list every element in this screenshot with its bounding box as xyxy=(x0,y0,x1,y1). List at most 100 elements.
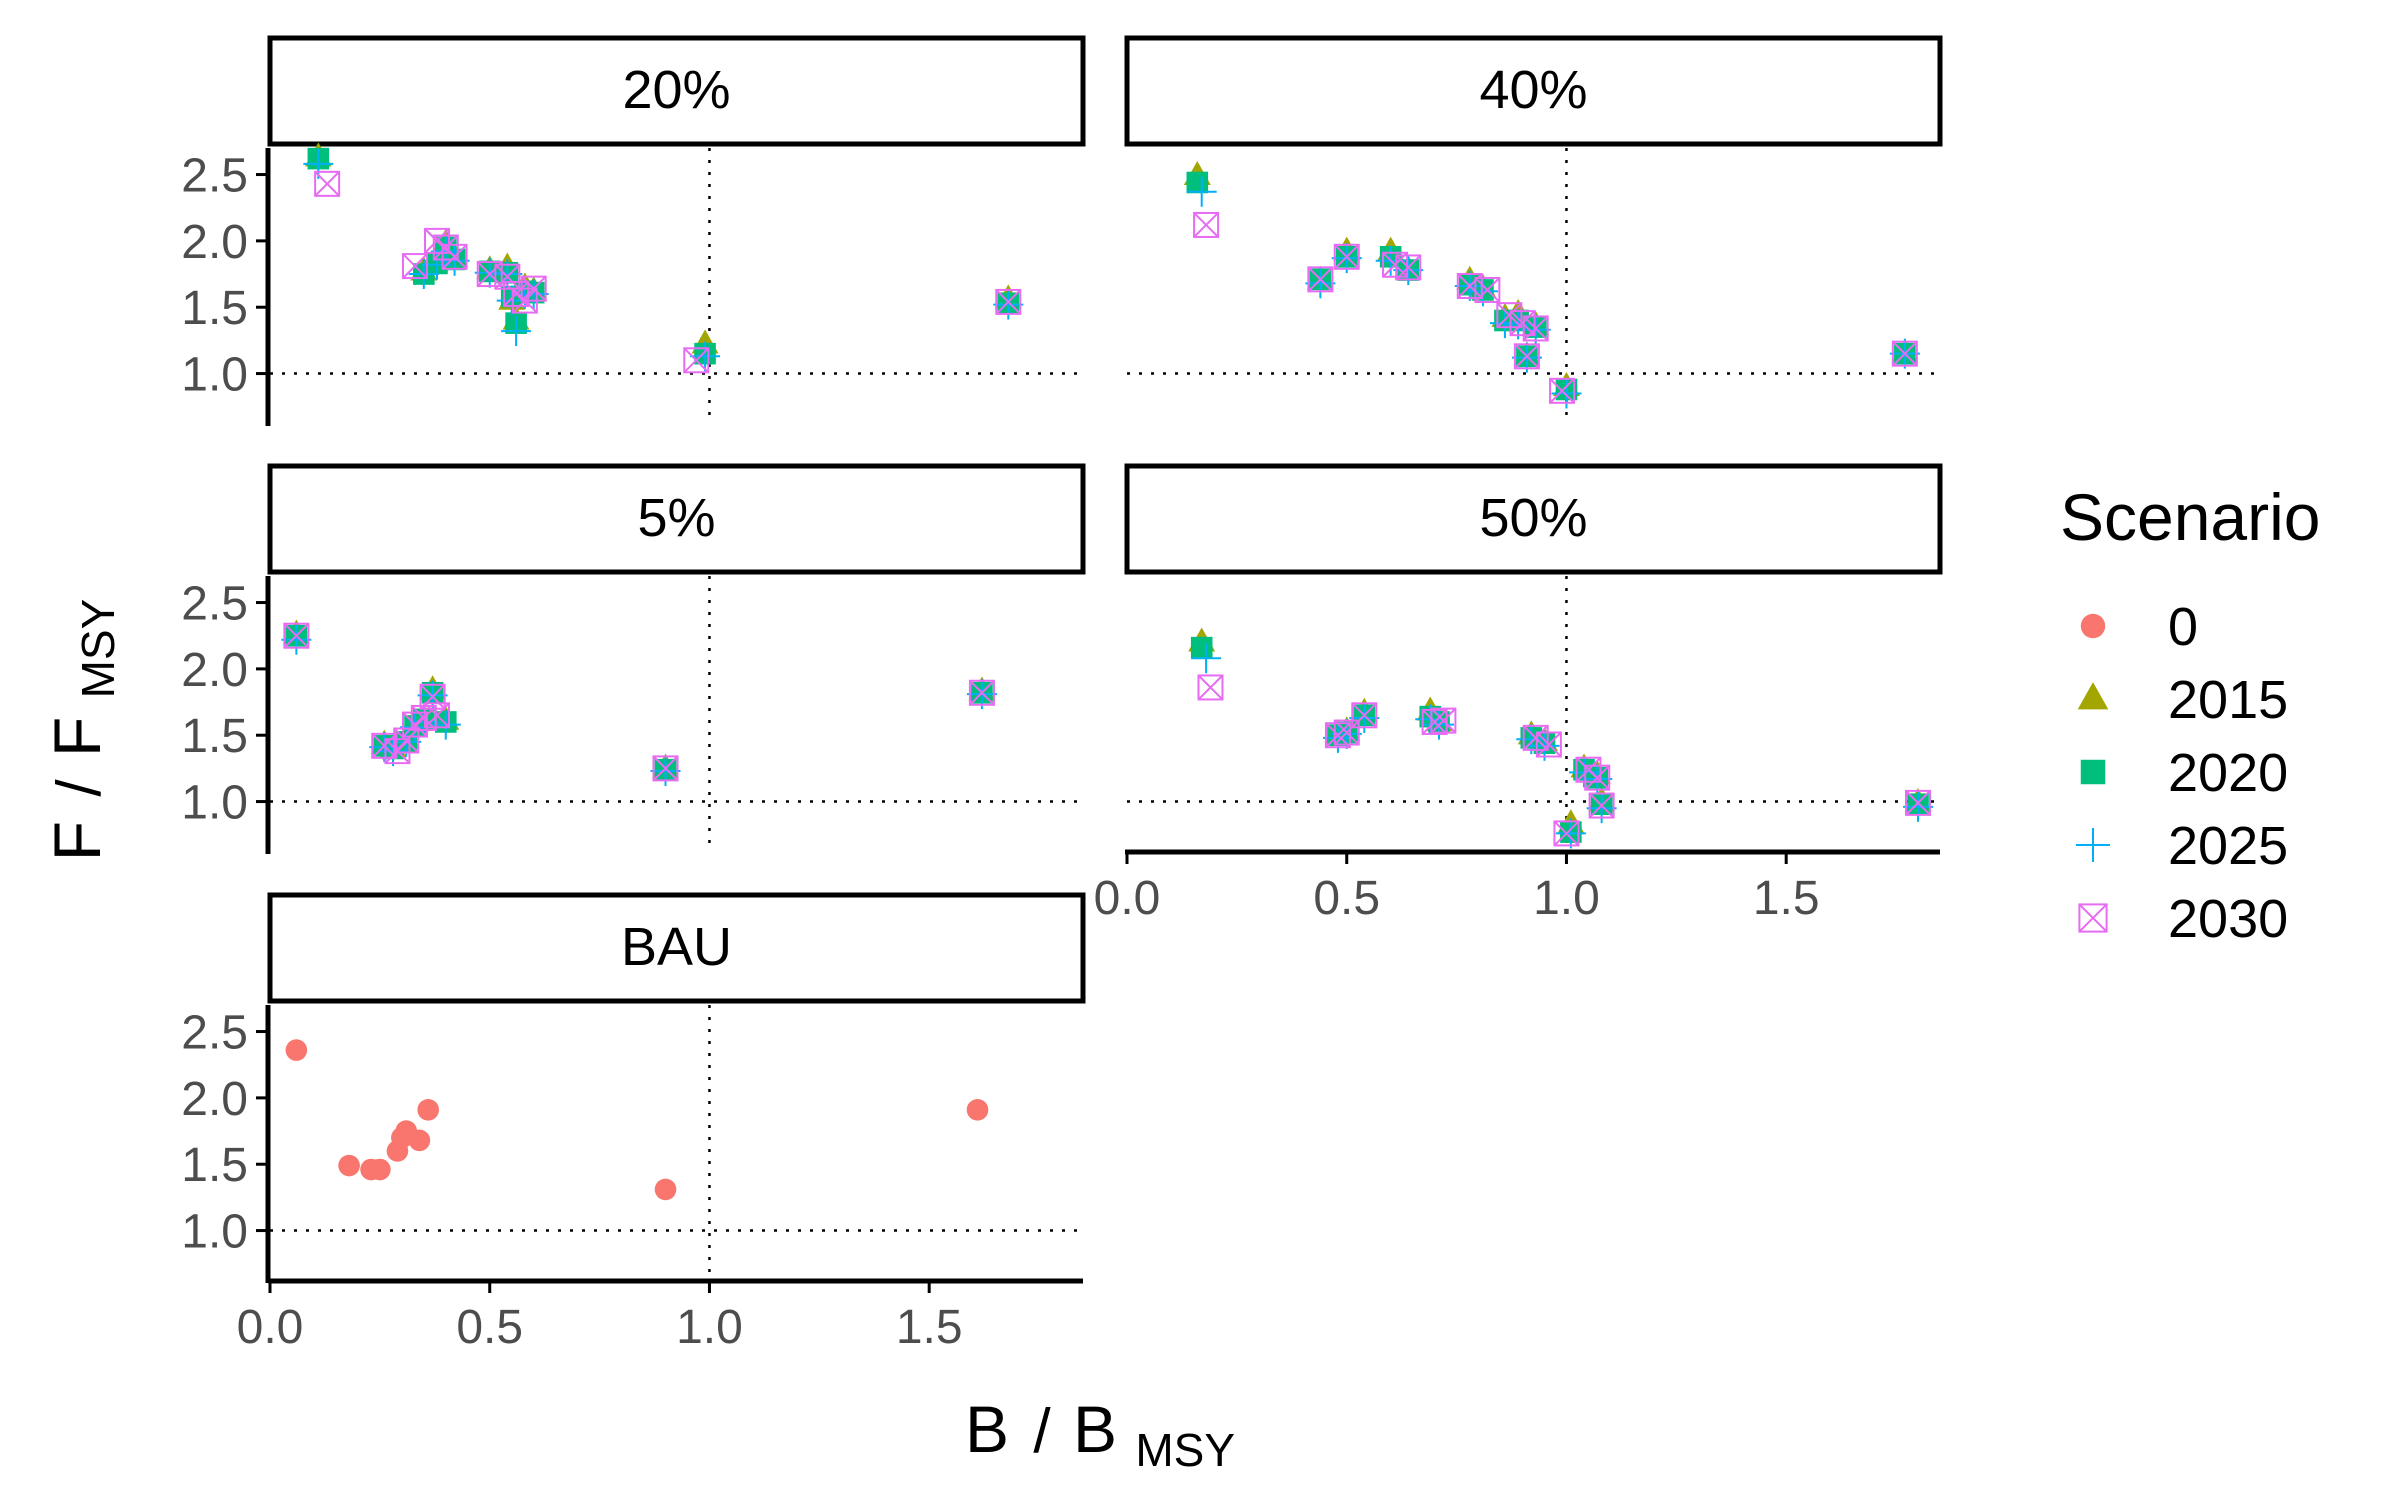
data-point-2020 xyxy=(1190,636,1213,659)
legend-label: 2030 xyxy=(2168,889,2288,949)
panel-strip-label: 50% xyxy=(1479,488,1587,548)
data-point-2030 xyxy=(1891,340,1918,367)
data-point-2030 xyxy=(683,347,710,374)
data-point-2030-box xyxy=(423,227,450,254)
y-tick-label: 1.5 xyxy=(181,1139,248,1192)
data-point-2030 xyxy=(1535,731,1562,758)
panels-layer: 20% 1.0 1.5 2.0 2.5 40% 5% 1.0 1.5 2.0 2.5 50% 0.0 0.… xyxy=(181,35,1943,1354)
data-point-2030-box xyxy=(1307,266,1334,293)
legend-entry-2025: 2025 xyxy=(2076,816,2288,876)
data-point-2030-d2 xyxy=(314,171,340,197)
legend: Scenario 0 2015 2020 2025 2030 xyxy=(2060,480,2321,949)
data-point-2030-d2 xyxy=(1496,302,1523,328)
data-point-2030-d2 xyxy=(652,755,679,782)
data-point-2030-d2 xyxy=(283,623,310,649)
data-point-2030-box xyxy=(494,263,521,290)
legend-entry-2015: 2015 xyxy=(2077,670,2288,730)
panel-strip xyxy=(267,892,1086,1004)
data-point-2020 xyxy=(1186,171,1209,194)
y-tick-label: 1.0 xyxy=(181,1206,248,1259)
data-point-2030-box xyxy=(1553,820,1580,847)
x-axis-title-denominator: B xyxy=(1073,1392,1117,1466)
data-point-2030-box xyxy=(1421,708,1448,735)
data-point-2030-box xyxy=(314,170,341,197)
data-point-2030-box xyxy=(1891,340,1918,367)
data-point-2030-box xyxy=(423,702,450,729)
y-tick-label: 2.0 xyxy=(181,1073,248,1126)
legend-entry-0: 0 xyxy=(2080,597,2198,657)
panel-strip-label: 20% xyxy=(622,60,730,120)
data-point-2030 xyxy=(1307,266,1334,293)
data-point-2025 xyxy=(439,245,470,276)
data-point-2030 xyxy=(1553,820,1580,847)
panel-strip xyxy=(1124,463,1943,575)
data-point-2030 xyxy=(384,738,411,765)
data-point-2030-box xyxy=(652,755,679,782)
data-point-2030-box xyxy=(371,732,398,759)
data-point-2025 xyxy=(1555,818,1586,849)
data-point-2030-box xyxy=(432,234,459,261)
data-point-2030 xyxy=(402,253,429,280)
data-point-2030-d2 xyxy=(371,733,397,759)
data-point-2030-d2 xyxy=(1584,764,1610,791)
data-point-2030-d2 xyxy=(1892,340,1918,367)
data-point-2030-box xyxy=(968,679,995,706)
data-point-2030-d2 xyxy=(1474,277,1501,303)
y-tick-label: 1.5 xyxy=(181,710,248,763)
data-point-2030 xyxy=(520,275,547,302)
data-point-2030 xyxy=(1584,764,1611,791)
data-point-0 xyxy=(654,1178,677,1201)
data-point-2025 xyxy=(1186,176,1217,207)
data-point-2030-d2 xyxy=(503,281,529,307)
data-point-2030-d2 xyxy=(424,702,450,729)
data-point-2025 xyxy=(1191,643,1222,674)
data-point-2030 xyxy=(1549,377,1576,404)
x-axis-title: B / B MSY xyxy=(965,1392,1235,1476)
y-axis-title: F / F MSY xyxy=(40,599,124,862)
data-point-2030-box xyxy=(1456,272,1483,299)
panel-strip xyxy=(267,463,1086,575)
data-point-2030 xyxy=(393,727,420,754)
data-point-0 xyxy=(417,1099,440,1121)
x-axis-title-slash: / xyxy=(1033,1397,1051,1466)
data-point-2030-d2 xyxy=(494,263,521,290)
y-tick-label: 2.0 xyxy=(181,216,248,269)
panel-20%: 20% 1.0 1.5 2.0 2.5 xyxy=(181,35,1086,426)
data-point-2030-d2 xyxy=(441,244,468,270)
svg-text:F / F MSY: F / F MSY xyxy=(40,599,124,862)
data-point-2025 xyxy=(281,624,312,655)
data-point-2030-d2 xyxy=(1549,378,1575,404)
data-point-2030 xyxy=(1421,708,1448,735)
data-point-2030 xyxy=(1522,724,1549,751)
y-tick-label: 1.0 xyxy=(181,777,248,830)
data-point-2030-box xyxy=(283,622,310,649)
y-axis-title-main: F xyxy=(40,821,114,861)
data-point-2030-box xyxy=(1474,276,1501,303)
data-point-2030-d2 xyxy=(1334,244,1360,270)
panel-40%: 40% xyxy=(1124,35,1943,420)
legend-entries: 0 2015 2020 2025 2030 xyxy=(2076,597,2288,949)
data-point-2030-box xyxy=(1584,764,1611,791)
data-point-2030-box xyxy=(1522,315,1549,342)
data-point-2030-box xyxy=(1496,302,1523,329)
panel-strip-label: 40% xyxy=(1479,60,1587,120)
data-point-2030-d2 xyxy=(424,228,450,254)
data-point-2030-d2 xyxy=(1307,266,1334,293)
data-point-2030-d2 xyxy=(1553,820,1580,847)
y-axis-title-denominator: F xyxy=(40,717,114,757)
y-axis-title-subscript: MSY xyxy=(72,599,124,699)
legend-entry-2030: 2030 xyxy=(2078,889,2288,949)
data-point-2030-d2 xyxy=(1430,707,1457,734)
panel-5%: 5% 1.0 1.5 2.0 2.5 xyxy=(181,463,1086,854)
x-tick-label: 1.5 xyxy=(896,1301,963,1354)
data-point-2030 xyxy=(314,170,341,197)
data-point-2030-d2 xyxy=(1514,343,1540,370)
data-point-2030-box xyxy=(995,288,1022,315)
data-point-2030-d2 xyxy=(1588,792,1615,819)
y-tick-label: 2.5 xyxy=(181,150,248,203)
data-point-2025 xyxy=(518,278,549,309)
data-point-2030-d2 xyxy=(1421,709,1448,735)
data-point-2030-box xyxy=(402,253,429,280)
data-point-2030-d2 xyxy=(384,738,411,764)
data-point-2030-box xyxy=(1905,789,1932,816)
